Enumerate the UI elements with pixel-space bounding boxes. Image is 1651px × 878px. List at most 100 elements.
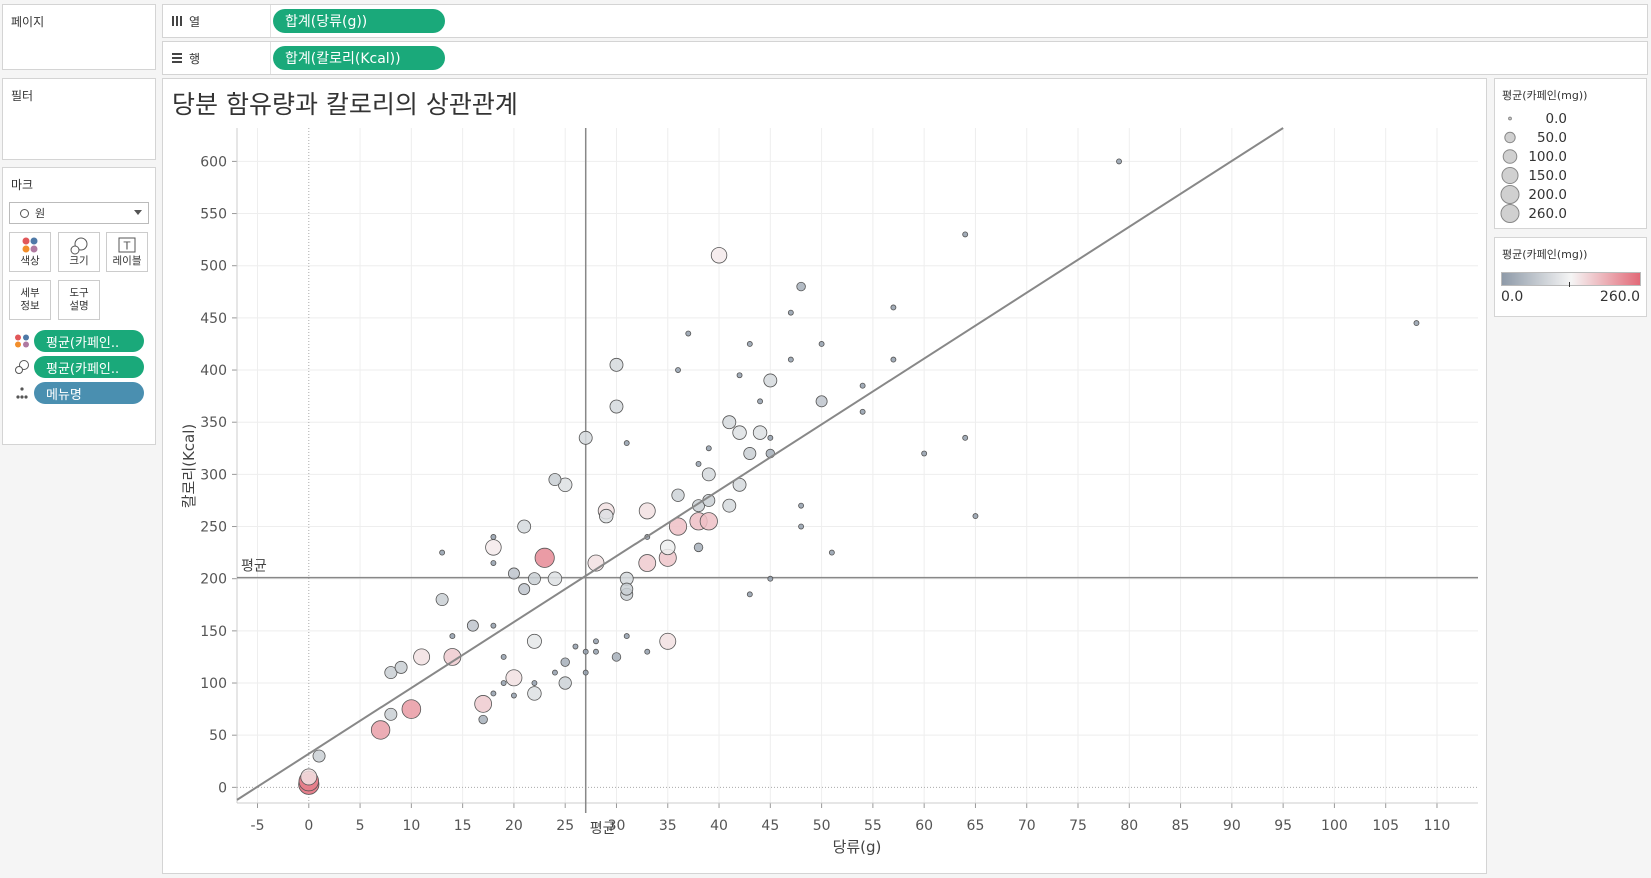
columns-pill[interactable]: 합계(당류(g)) [273,9,445,33]
data-point [552,669,558,676]
scatter-chart[interactable]: 당분 함유량과 칼로리의 상관관계 -5 0 5 10 15 20 25 30 35 40 45 50… [162,78,1487,874]
size-legend-circle [1501,166,1519,185]
data-point [796,281,806,292]
size-button[interactable]: 크기 [58,232,100,272]
size-legend-item: 0.0 [1495,109,1651,128]
size-icon [15,360,29,374]
rows-icon [172,53,182,63]
mark-type-label: 원 [35,207,46,220]
data-point [548,473,562,487]
filters-card[interactable]: 필터 [2,78,156,160]
encoding-detail-pill[interactable]: 메뉴명 [34,382,144,404]
tooltip-button-label: 도구 설명 [69,287,89,312]
data-point [798,523,805,530]
data-point [693,542,704,553]
x-tick-label: 100 [1321,818,1348,834]
data-point [668,517,688,536]
marks-label: 마크 [11,178,34,192]
data-point [435,593,449,607]
y-tick-label: 350 [200,415,227,431]
y-tick-label: 200 [200,572,227,588]
x-tick-label: 95 [1274,818,1292,834]
columns-shelf-label: 열 [163,5,271,37]
data-point [620,582,634,596]
data-point [921,450,928,457]
data-point [815,395,828,408]
x-tick-label: 10 [402,818,420,834]
data-point [384,707,398,721]
data-point [478,714,488,725]
size-button-label: 크기 [69,255,89,267]
data-point [490,622,497,629]
data-point [859,408,866,415]
x-tick-label: 80 [1120,818,1138,834]
y-tick-label: 550 [200,207,227,223]
tooltip-button[interactable]: 도구 설명 [58,280,100,320]
data-point [582,669,589,676]
detail-button[interactable]: 세부 정보 [9,280,51,320]
label-button[interactable]: T 레이블 [106,232,148,272]
size-icon [70,237,88,255]
size-legend-item: 260.0 [1495,204,1651,223]
mark-type-dropdown[interactable]: 원 [9,202,149,224]
data-point [638,554,657,572]
rows-pill[interactable]: 합계(칼로리(Kcal)) [273,46,445,70]
rows-shelf[interactable]: 행 합계(칼로리(Kcal)) [162,41,1648,75]
size-legend[interactable]: 평균(카페인(mg)) 0.0 50.0 100.0 150.0 200.0 260.0 [1494,78,1647,229]
data-point [818,341,825,347]
data-point [1413,320,1420,327]
color-icon [15,334,29,348]
encoding-color[interactable]: 평균(카페인.. [14,329,154,353]
data-point [439,549,446,556]
rows-shelf-label: 행 [163,42,271,74]
data-point [746,591,753,598]
x-tick-label: 50 [813,818,831,834]
data-point [701,467,716,482]
y-tick-label: 300 [200,467,227,483]
x-tick-label: 75 [1069,818,1087,834]
data-point [507,567,520,580]
data-point [623,440,630,446]
x-tick-label: 20 [505,818,523,834]
data-point [710,247,728,264]
pages-card[interactable]: 페이지 [2,4,156,70]
size-legend-item: 50.0 [1495,128,1651,147]
size-legend-value: 50.0 [1536,130,1567,146]
x-tick-label: 65 [967,818,985,834]
y-tick-label: 600 [200,154,227,170]
color-legend-title: 평균(카페인(mg)) [1502,248,1588,261]
size-legend-circle [1500,185,1520,204]
x-tick-label: 0 [304,818,313,834]
encoding-size[interactable]: 평균(카페인.. [14,355,154,379]
encoding-detail[interactable]: 메뉴명 [14,381,154,405]
data-point [526,633,542,649]
size-legend-circle [1500,204,1520,223]
data-point [510,692,517,699]
y-tick-label: 100 [200,676,227,692]
data-point [413,648,431,666]
data-point [611,652,622,662]
color-legend[interactable]: 평균(카페인(mg)) 0.0 260.0 [1494,237,1647,317]
size-legend-value: 260.0 [1528,206,1567,222]
data-point [449,633,456,640]
size-legend-mark [1501,166,1519,185]
x-average-label: 평균 [590,821,616,837]
size-legend-item: 100.0 [1495,147,1651,166]
data-point [300,768,318,786]
data-point [705,445,712,452]
data-point [675,367,681,373]
size-legend-mark [1508,116,1512,121]
color-icon [22,237,38,253]
color-button[interactable]: 색상 [9,232,51,272]
data-point [609,357,624,372]
columns-shelf[interactable]: 열 합계(당류(g)) [162,4,1648,38]
y-tick-label: 0 [218,780,227,796]
encoding-size-pill[interactable]: 평균(카페인.. [34,356,144,378]
data-point [828,549,835,556]
data-point [384,666,398,680]
data-point [746,341,753,347]
data-point [787,356,794,363]
encoding-color-pill[interactable]: 평균(카페인.. [34,330,144,352]
data-point [659,632,677,650]
